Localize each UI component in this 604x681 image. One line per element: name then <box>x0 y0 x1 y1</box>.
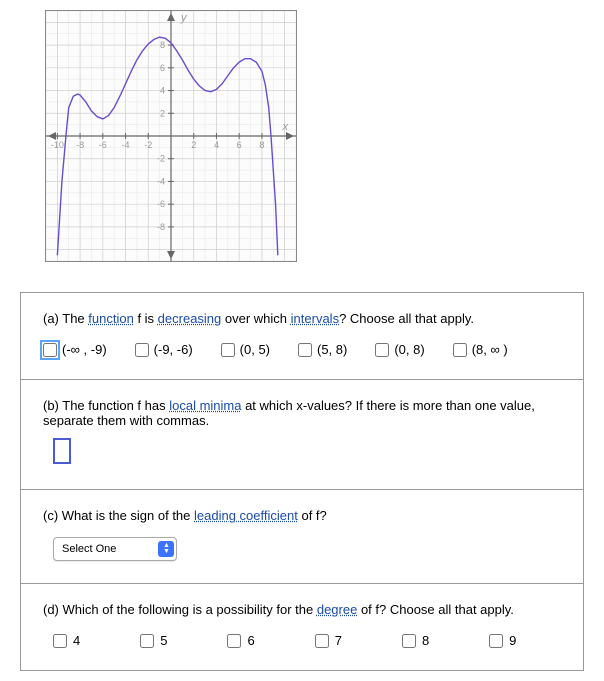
qa-checkbox[interactable] <box>43 343 57 357</box>
svg-text:8: 8 <box>259 140 264 150</box>
qd-option-label: 5 <box>160 633 167 648</box>
qd-option[interactable]: 5 <box>140 633 167 648</box>
local-minima-input[interactable] <box>53 438 71 464</box>
qd-option-label: 6 <box>247 633 254 648</box>
svg-text:-8: -8 <box>157 222 165 232</box>
qd-checkbox[interactable] <box>53 634 67 648</box>
question-d: (d) Which of the following is a possibil… <box>21 584 583 670</box>
qa-checkbox[interactable] <box>135 343 149 357</box>
svg-text:x: x <box>282 121 289 133</box>
question-c: (c) What is the sign of the leading coef… <box>21 490 583 584</box>
qd-checkbox[interactable] <box>402 634 416 648</box>
qa-checkbox[interactable] <box>375 343 389 357</box>
svg-text:2: 2 <box>191 140 196 150</box>
svg-text:-2: -2 <box>157 154 165 164</box>
question-b-prompt: (b) The function f has local minima at w… <box>43 398 561 428</box>
svg-text:-4: -4 <box>157 176 165 186</box>
qa-option[interactable]: (0, 5) <box>221 342 270 357</box>
term-intervals[interactable]: intervals <box>291 311 339 326</box>
svg-text:-10: -10 <box>51 140 64 150</box>
svg-text:-4: -4 <box>122 140 130 150</box>
qa-option[interactable]: (0, 8) <box>375 342 424 357</box>
qd-option[interactable]: 7 <box>315 633 342 648</box>
svg-text:2: 2 <box>160 108 165 118</box>
svg-text:-8: -8 <box>76 140 84 150</box>
qd-option-label: 9 <box>509 633 516 648</box>
term-leading-coefficient[interactable]: leading coefficient <box>194 508 298 523</box>
svg-text:4: 4 <box>214 140 219 150</box>
qa-checkbox[interactable] <box>298 343 312 357</box>
questions-panel: (a) The function f is decreasing over wh… <box>20 292 584 671</box>
question-a: (a) The function f is decreasing over wh… <box>21 293 583 380</box>
qa-option-label: (-∞ , -9) <box>62 342 107 357</box>
qd-option-label: 4 <box>73 633 80 648</box>
qa-text-3: over which <box>221 311 290 326</box>
qa-option[interactable]: (8, ∞ ) <box>453 342 508 357</box>
qa-text-2: f is <box>134 311 158 326</box>
leading-coefficient-select[interactable]: Select One ▲▼ <box>53 537 177 561</box>
qd-checkbox[interactable] <box>489 634 503 648</box>
select-arrows-icon: ▲▼ <box>158 541 174 557</box>
svg-text:6: 6 <box>237 140 242 150</box>
qd-option[interactable]: 9 <box>489 633 516 648</box>
qa-text-1: (a) The <box>43 311 88 326</box>
qc-text-1: (c) What is the sign of the <box>43 508 194 523</box>
qa-option[interactable]: (5, 8) <box>298 342 347 357</box>
question-d-prompt: (d) Which of the following is a possibil… <box>43 602 561 617</box>
qa-option-label: (5, 8) <box>317 342 347 357</box>
svg-text:6: 6 <box>160 63 165 73</box>
qd-checkbox[interactable] <box>227 634 241 648</box>
question-a-prompt: (a) The function f is decreasing over wh… <box>43 311 561 326</box>
term-local-minima[interactable]: local minima <box>169 398 241 413</box>
qa-option[interactable]: (-9, -6) <box>135 342 193 357</box>
qd-option[interactable]: 6 <box>227 633 254 648</box>
qa-checkbox[interactable] <box>453 343 467 357</box>
qa-option-label: (-9, -6) <box>154 342 193 357</box>
question-d-options: 4 5 6 7 8 9 <box>43 633 561 648</box>
svg-text:-2: -2 <box>144 140 152 150</box>
qa-text-4: ? Choose all that apply. <box>339 311 474 326</box>
qd-option[interactable]: 4 <box>53 633 80 648</box>
qa-option-label: (0, 5) <box>240 342 270 357</box>
qd-checkbox[interactable] <box>315 634 329 648</box>
function-graph: -10-8-6-4-22468-8-6-4-22468yx <box>45 10 297 262</box>
svg-text:4: 4 <box>160 86 165 96</box>
qd-text-1: (d) Which of the following is a possibil… <box>43 602 317 617</box>
select-placeholder: Select One <box>54 543 156 555</box>
graph-svg: -10-8-6-4-22468-8-6-4-22468yx <box>46 11 296 261</box>
qd-checkbox[interactable] <box>140 634 154 648</box>
qd-option-label: 8 <box>422 633 429 648</box>
svg-text:-6: -6 <box>99 140 107 150</box>
term-decreasing[interactable]: decreasing <box>158 311 222 326</box>
qc-text-2: of f? <box>298 508 327 523</box>
qb-text-1: (b) The function f has <box>43 398 169 413</box>
qd-text-2: of f? Choose all that apply. <box>357 602 514 617</box>
question-c-prompt: (c) What is the sign of the leading coef… <box>43 508 561 523</box>
term-function[interactable]: function <box>88 311 134 326</box>
question-a-options: (-∞ , -9) (-9, -6) (0, 5) (5, 8) (0, 8) (8, ∞… <box>43 342 561 357</box>
term-degree[interactable]: degree <box>317 602 357 617</box>
qd-option[interactable]: 8 <box>402 633 429 648</box>
qa-option[interactable]: (-∞ , -9) <box>43 342 107 357</box>
qa-checkbox[interactable] <box>221 343 235 357</box>
qa-option-label: (8, ∞ ) <box>472 342 508 357</box>
qa-option-label: (0, 8) <box>394 342 424 357</box>
qd-option-label: 7 <box>335 633 342 648</box>
question-b: (b) The function f has local minima at w… <box>21 380 583 490</box>
svg-text:-6: -6 <box>157 199 165 209</box>
svg-text:8: 8 <box>160 40 165 50</box>
